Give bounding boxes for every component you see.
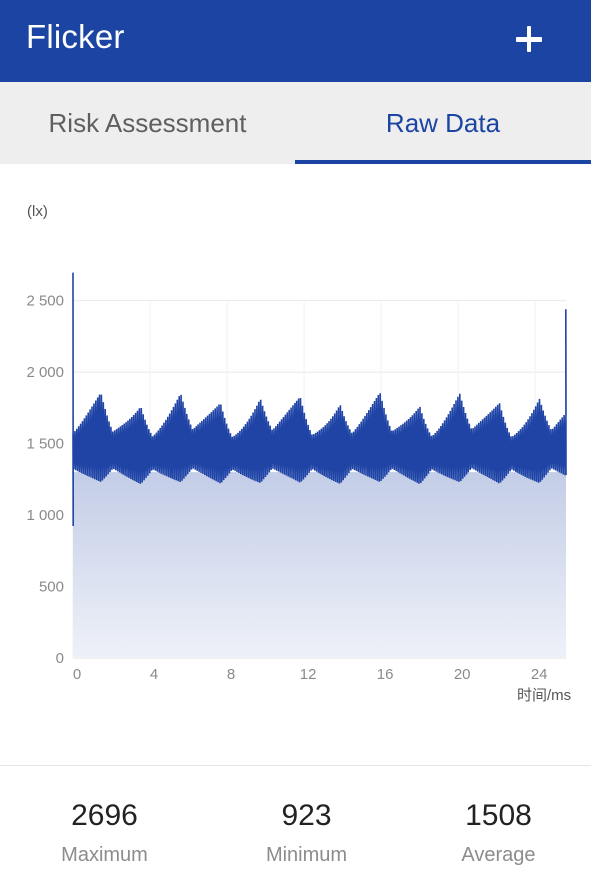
y-tick-labels: 0 500 1 000 1 500 2 000 2 500 [26,293,64,667]
series-group [72,272,567,658]
y-tick-label: 1 000 [26,507,64,524]
x-tick-label: 20 [454,666,471,683]
x-tick-label: 12 [300,666,317,683]
tab-risk-assessment[interactable]: Risk Assessment [48,107,247,138]
maximum-value: 2696 [71,799,138,832]
maximum-label: Maximum [61,844,148,866]
average-label: Average [461,844,536,866]
x-tick-labels: 0 4 8 12 16 20 24 [73,666,548,683]
y-tick-label: 500 [39,579,64,596]
y-tick-label: 1 500 [26,436,64,453]
stat-minimum: 923 Minimum [208,798,405,867]
series-line [72,272,567,527]
chart-svg: (lx) 0 500 1 000 1 500 2 000 2 500 0 4 8 12 16 20 2… [26,203,571,704]
minimum-label: Minimum [265,844,348,866]
average-value: 1508 [465,799,532,832]
tab-bar: Risk Assessment Raw Data [0,82,591,164]
page-title: Flicker [26,18,125,55]
y-tick-label: 2 500 [26,293,64,310]
app-bar: Flicker [0,0,591,82]
tab-raw-data[interactable]: Raw Data [385,107,501,138]
x-tick-label: 16 [377,666,394,683]
raw-data-chart: (lx) 0 500 1 000 1 500 2 000 2 500 0 4 8 12 16 20 2… [0,164,591,764]
add-button[interactable] [505,16,553,64]
x-tick-label: 0 [73,666,81,683]
tab-indicator [295,160,591,164]
stat-average: 1508 Average [400,798,591,867]
x-tick-label: 8 [227,666,235,683]
y-tick-label: 2 000 [26,364,64,381]
minimum-value: 923 [281,799,332,832]
divider [0,765,591,766]
series-area [73,472,566,658]
x-axis-unit-label: 时间/ms [517,687,571,704]
x-tick-label: 4 [150,666,158,683]
x-tick-label: 24 [531,666,548,683]
stat-maximum: 2696 Maximum [6,798,203,867]
y-axis-unit-label: (lx) [27,203,48,220]
y-tick-label: 0 [56,650,64,667]
